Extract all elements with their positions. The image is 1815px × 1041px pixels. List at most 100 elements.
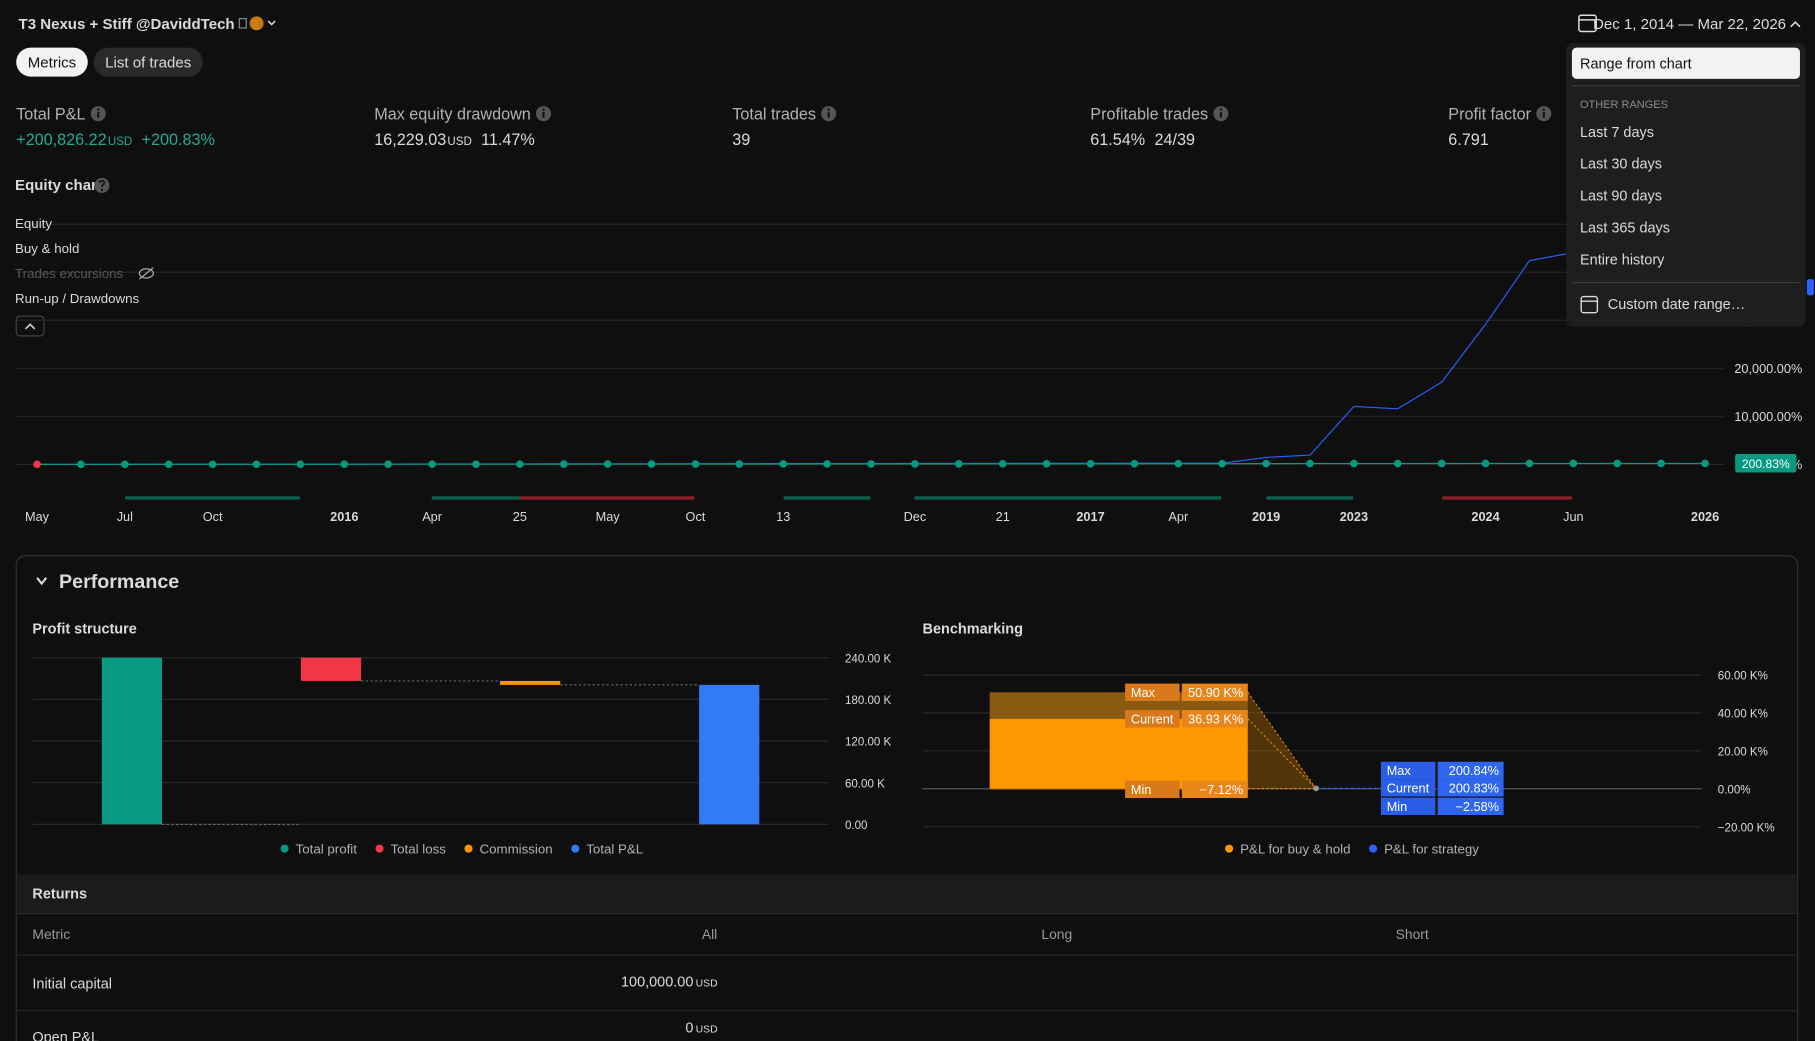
x-tick-label: 2024 [1471,509,1499,524]
tab[interactable] [16,47,88,77]
unit: USD [447,136,471,148]
metric-label: Max equity drawdown [374,105,531,123]
stat-label-box [1125,710,1180,728]
glyph-dot [1219,108,1223,111]
row-label: Open P&L [32,1030,99,1041]
x-tick-label: 2026 [1691,509,1719,524]
glyph-dot [100,188,104,191]
chevron-down[interactable] [36,577,48,586]
info-glyph [827,111,830,118]
collapse-legend-button[interactable] [15,315,45,337]
equity-point [691,460,700,468]
tab-label[interactable]: Metrics [28,54,76,71]
legend-dot [1225,844,1234,853]
performance-title: Performance [59,571,179,593]
stat-value-box [1437,797,1504,815]
equity-point [867,460,875,468]
tabs: Metrics List of trades [16,47,203,77]
equity-point [1701,459,1709,468]
y-tick-label: 60.00 K% [1718,671,1768,683]
tab[interactable] [93,47,203,77]
legend-label[interactable]: P&L for strategy [1384,841,1479,856]
menu-item[interactable]: Last 7 days [1580,125,1654,141]
returns-table: Returns Metric All Long Short Initial capita… [17,874,1797,1041]
extra: +200.83% [142,131,215,149]
cell-value: 0 USD [685,1021,718,1037]
stat-value-box [1181,780,1248,799]
chevron-down[interactable] [267,20,276,26]
unit: USD [108,136,132,148]
chevron-up [1790,21,1801,28]
coin-icon [249,16,264,31]
stat-label-box [1125,780,1180,799]
legend-dot [464,844,473,853]
legend-label[interactable]: Total loss [391,841,447,856]
legend-label[interactable]: Total profit [296,841,358,856]
metric-value: 16,229.03USD 11.47% [374,131,535,149]
equity-point [1569,459,1578,468]
metric-value: +200,826.22USD +200.83% [16,131,215,149]
bar [300,657,362,681]
equity-point [252,460,261,469]
equity-point [823,460,831,468]
equity-point [384,460,393,469]
stat-value-box [1181,710,1248,728]
equity-point [955,460,963,468]
menu-item[interactable]: Last 30 days [1580,157,1662,173]
bar [101,657,163,825]
equity-point [33,460,41,469]
date-range[interactable]: Dec 1, 2014 — Mar 22, 2026 [1593,16,1786,33]
tab-label[interactable]: List of trades [105,54,191,71]
equity-point [911,460,919,468]
legend-label[interactable]: Total P&L [586,841,643,856]
last-value-label: 200.83% [1742,457,1790,471]
stat-value: 36.93 K% [1188,711,1243,726]
x-tick-label: Apr [1168,509,1189,524]
equity-point [1262,459,1270,468]
legend-item[interactable]: Equity [15,216,52,231]
equity-point [1218,459,1227,468]
legend-item[interactable]: Run-up / Drawdowns [15,291,140,306]
x-tick-label: 2019 [1252,509,1280,524]
range-menu: Range from chart OTHER RANGES Last 7 days L… [1566,43,1806,327]
column-header: Long [1041,926,1072,942]
strategy-title[interactable]: T3 Nexus + Stiff @DaviddTech [19,16,235,33]
equity-point [340,460,349,469]
y-tick-label: 40.00 K% [1718,709,1768,721]
stat-label: Current [1131,711,1174,726]
menu-item-selected[interactable] [1571,47,1800,79]
glyph-dot [1542,108,1545,111]
stat-value: −2.58% [1455,799,1499,814]
menu-item[interactable]: Range from chart [1580,56,1692,72]
info-glyph [542,111,545,118]
stat-label: Min [1131,782,1152,797]
menu-item[interactable]: Last 365 days [1580,221,1670,237]
x-tick-label: 2023 [1340,509,1368,524]
buy-hold-badge [1806,279,1814,296]
legend-label[interactable]: P&L for buy & hold [1240,841,1350,856]
menu-item[interactable]: Entire history [1580,253,1665,269]
x-tick-label: Oct [686,509,706,524]
menu-item[interactable]: Custom date range… [1608,297,1745,313]
current-bar [989,718,1248,789]
equity-point [121,460,129,469]
column-header: Short [1396,926,1429,942]
y-tick-label: 240.00 K [845,653,892,665]
metric-value: 61.54% 24/39 [1090,131,1195,149]
legend-item[interactable]: Buy & hold [15,241,79,256]
strategy-point [1313,785,1320,792]
legend: Total profit Total loss Commission Total P&… [280,841,643,856]
menu-item[interactable]: Last 90 days [1580,189,1662,205]
legend-label[interactable]: Commission [480,841,553,856]
legend: P&L for buy & hold P&L for strategy [1225,841,1479,856]
metrics: Total P&L+200,826.22USD +200.83%Max equit… [16,105,1552,149]
equity-point [647,460,656,468]
equity-chart-title: Equity chart [15,177,102,194]
legend-item[interactable]: Trades excursions [15,266,123,281]
x-tick-label: Dec [904,509,927,524]
metric-label: Total P&L [16,105,85,123]
equity-point [472,460,480,468]
y-tick-label: 0.00 [845,820,868,832]
